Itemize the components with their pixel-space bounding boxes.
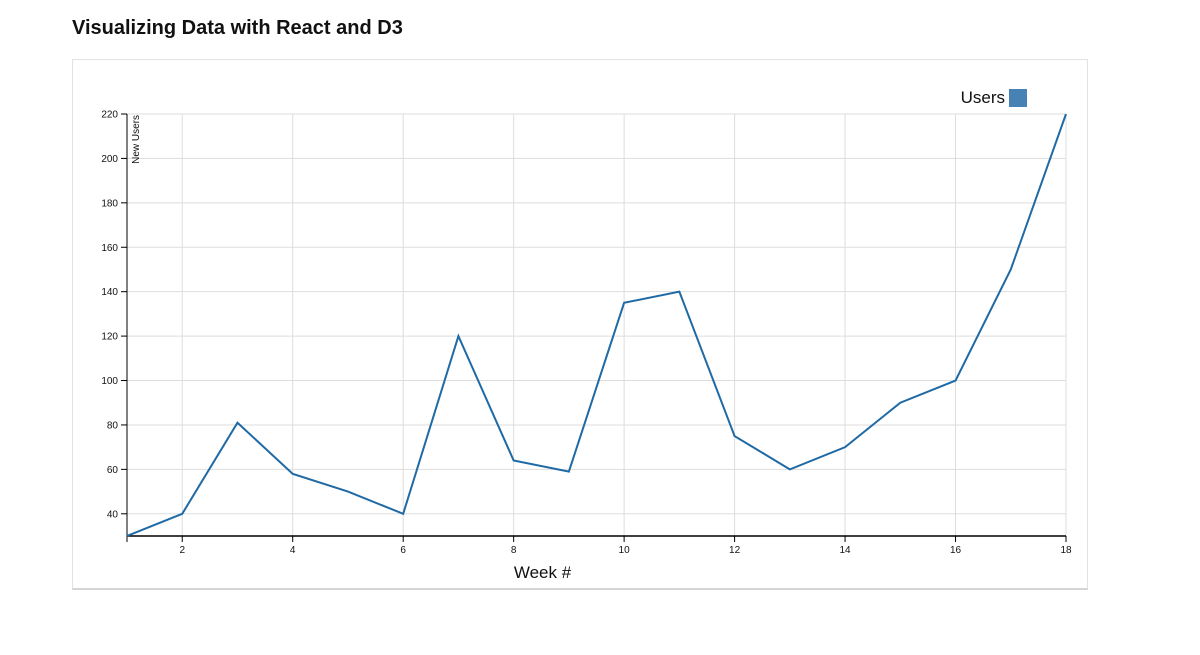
y-axis-ticks: 40 60 80 100 120 140 160 180 200 220	[101, 110, 127, 520]
x-tick-label-12: 12	[729, 545, 741, 556]
y-tick-label-180: 180	[101, 198, 118, 209]
y-axis-label: New Users	[131, 115, 142, 164]
y-tick-label-220: 220	[101, 110, 118, 121]
x-tick-label-8: 8	[511, 545, 517, 556]
y-tick-label-140: 140	[101, 287, 118, 298]
x-tick-label-16: 16	[950, 545, 962, 556]
x-tick-label-4: 4	[290, 545, 296, 556]
grid	[127, 113, 1067, 536]
series-line-users	[126, 113, 1067, 537]
y-tick-label-60: 60	[107, 465, 119, 476]
page-title: Visualizing Data with React and D3	[72, 17, 403, 39]
y-tick-label-120: 120	[101, 332, 118, 343]
legend: Users	[961, 88, 1027, 107]
y-tick-label-40: 40	[107, 509, 119, 520]
y-tick-label-160: 160	[101, 243, 118, 254]
y-tick-label-80: 80	[107, 420, 119, 431]
x-tick-label-10: 10	[619, 545, 631, 556]
chart-panel: 40 60 80 100 120 140 160 180 200 220 2 4 6 8 10 12 14 16…	[72, 59, 1088, 590]
x-axis-label: Week #	[514, 563, 572, 582]
axes	[126, 114, 1066, 537]
line-chart: 40 60 80 100 120 140 160 180 200 220 2 4 6 8 10 12 14 16…	[101, 88, 1072, 582]
series-layer	[126, 113, 1067, 537]
x-tick-label-14: 14	[839, 545, 851, 556]
legend-swatch-users	[1009, 89, 1027, 107]
x-axis-ticks: 2 4 6 8 10 12 14 16 18	[126, 536, 1072, 556]
y-tick-label-100: 100	[101, 376, 118, 387]
y-tick-label-200: 200	[101, 154, 118, 165]
x-tick-label-6: 6	[400, 545, 406, 556]
legend-label-users: Users	[961, 88, 1005, 107]
x-tick-label-18: 18	[1060, 545, 1072, 556]
x-tick-label-2: 2	[179, 545, 185, 556]
